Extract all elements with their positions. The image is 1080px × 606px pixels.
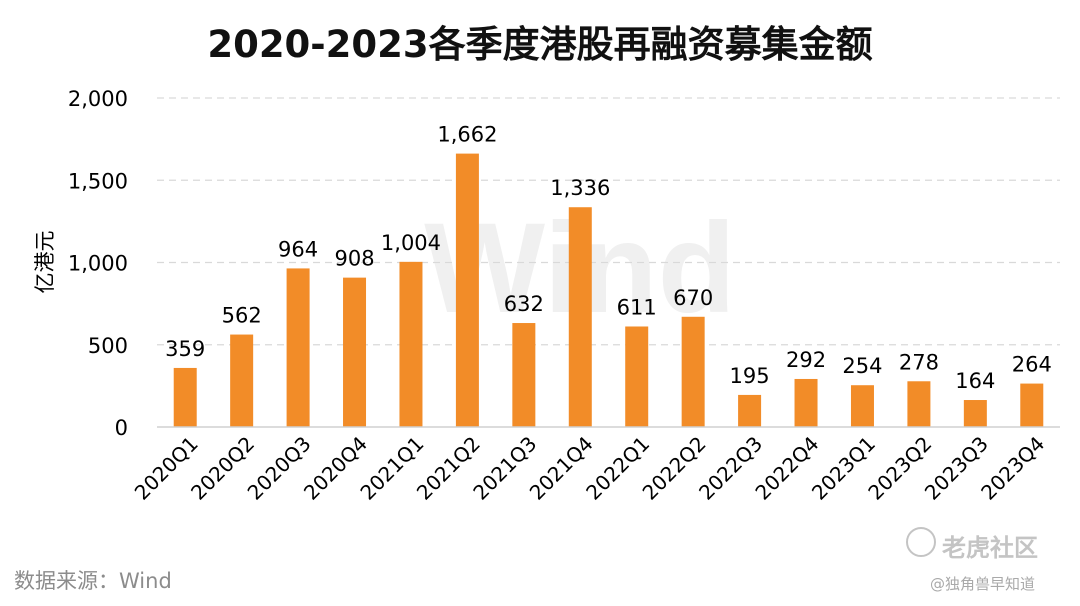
data-label: 1,662: [437, 123, 497, 147]
bar: [681, 316, 705, 427]
bar: [1020, 383, 1044, 427]
site-watermark: 老虎社区: [906, 528, 1038, 563]
bar: [738, 394, 762, 427]
bar: [963, 400, 987, 427]
data-label: 670: [673, 286, 713, 310]
bar: [455, 153, 479, 427]
bar: [512, 323, 536, 427]
tiger-logo-icon: [906, 527, 936, 557]
data-label: 254: [842, 354, 882, 378]
data-labels: 359 562 964 908 1,004 1,662 632 1,336 611 670 195 2…: [165, 123, 1052, 393]
bar: [907, 381, 931, 427]
data-label: 264: [1012, 353, 1052, 377]
data-label: 611: [617, 295, 657, 319]
bar: [625, 326, 649, 427]
data-label: 562: [222, 304, 262, 328]
bar: [399, 261, 423, 427]
y-axis-ticks: 0 500 1,000 1,500 2,000: [68, 87, 128, 440]
data-label: 632: [504, 292, 544, 316]
y-tick-label: 0: [115, 416, 128, 440]
data-label: 278: [899, 350, 939, 374]
data-label: 908: [334, 247, 374, 271]
data-label: 164: [955, 369, 995, 393]
data-label: 195: [730, 364, 770, 388]
data-label: 1,004: [381, 231, 441, 255]
data-label: 292: [786, 348, 826, 372]
bars: [173, 153, 1044, 427]
data-label: 359: [165, 337, 205, 361]
site-watermark-text: 老虎社区: [942, 534, 1038, 562]
data-label: 964: [278, 237, 318, 261]
y-tick-label: 1,000: [68, 252, 128, 276]
bar: [794, 378, 818, 427]
y-tick-label: 1,500: [68, 169, 128, 193]
chart-title: 2020-2023各季度港股再融资募集金额: [207, 23, 873, 66]
source-note: 数据来源：Wind: [14, 569, 172, 593]
bar: [286, 268, 310, 427]
bar: [173, 367, 197, 427]
author-watermark: @独角兽早知道: [930, 575, 1036, 593]
data-label: 1,336: [550, 176, 610, 200]
bar: [343, 277, 367, 427]
bar: [850, 385, 874, 427]
y-tick-label: 500: [88, 334, 128, 358]
bar: [568, 207, 592, 427]
bar: [230, 334, 254, 427]
y-tick-label: 2,000: [68, 87, 128, 111]
y-axis-label: 亿港元: [33, 231, 57, 294]
x-axis-ticks: 2020Q12020Q22020Q32020Q42021Q12021Q22021…: [130, 432, 1050, 505]
x-tick-label: 2023Q4: [976, 432, 1049, 505]
